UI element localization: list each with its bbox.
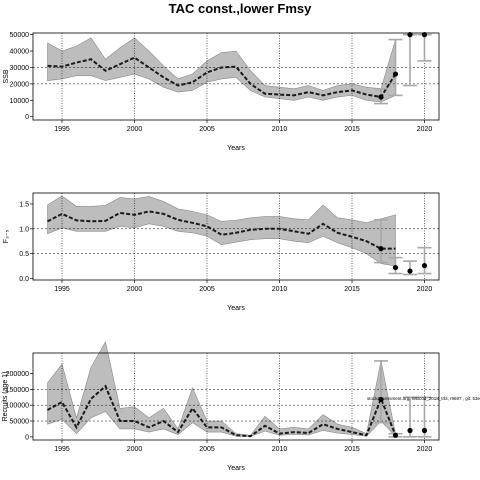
projection-point xyxy=(392,71,399,77)
chart-panel-2: 1995 2000 2005 2010 2015 2020 0.0 0.5 1.0 1.5 Year… xyxy=(3,192,440,312)
y-tick-label: 1.0 xyxy=(19,226,29,233)
chart-panel-1: 1995 2000 2005 2010 2015 2020 0 10000 20000 30000… xyxy=(3,32,440,152)
x-tick-label: 2005 xyxy=(199,286,215,293)
chart-panel-3: 1995 2000 2005 2010 2015 2020 0 50000 100000 1500… xyxy=(2,341,480,472)
x-tick-label: 2020 xyxy=(417,286,433,293)
x-tick-label: 2005 xyxy=(199,126,215,133)
projection-point xyxy=(421,427,428,434)
y-tick-label: 200000 xyxy=(6,371,29,378)
projection-point xyxy=(407,268,413,274)
x-tick-label: 2000 xyxy=(127,446,143,453)
y-tick-label: 1.5 xyxy=(19,201,29,208)
y-tick-label: 30000 xyxy=(10,65,30,72)
projection-point xyxy=(421,262,428,269)
x-tick-label: 2015 xyxy=(344,286,360,293)
x-tick-label: 1995 xyxy=(54,446,70,453)
x-tick-label: 2015 xyxy=(344,126,360,133)
median-line xyxy=(47,384,397,438)
plot-frame xyxy=(32,352,440,441)
median-line xyxy=(47,56,397,99)
x-tick-label: 2015 xyxy=(344,446,360,453)
y-tick-label: 40000 xyxy=(10,49,30,56)
y-tick-label: 150000 xyxy=(6,387,29,394)
y-tick-label: 50000 xyxy=(10,419,30,426)
x-axis-label: Years xyxy=(227,305,245,312)
y-tick-label: 20000 xyxy=(10,81,30,88)
y-tick-label: 0.0 xyxy=(19,276,29,283)
x-axis-label: Years xyxy=(227,465,245,472)
x-tick-label: 2010 xyxy=(272,286,288,293)
x-tick-label: 1995 xyxy=(54,286,70,293)
plot-frame xyxy=(32,192,440,281)
y-tick-label: 0 xyxy=(25,434,29,441)
projection-point xyxy=(378,94,384,100)
confidence-band xyxy=(47,37,396,103)
y-tick-label: 10000 xyxy=(10,98,30,105)
x-tick-label: 2020 xyxy=(417,446,433,453)
x-tick-label: 2010 xyxy=(272,446,288,453)
x-tick-label: 2005 xyxy=(199,446,215,453)
x-tick-label: 1995 xyxy=(54,126,70,133)
projection-point xyxy=(392,264,399,271)
plot-frame xyxy=(32,32,440,121)
projection-point xyxy=(378,396,384,403)
x-tick-label: 2020 xyxy=(417,126,433,133)
figure-title: TAC const.,lower Fmsy xyxy=(168,1,312,16)
y-tick-label: 100000 xyxy=(6,403,29,410)
x-tick-label: 2010 xyxy=(272,126,288,133)
y-axis-label: Recruits (age 1) xyxy=(2,372,9,422)
x-axis-label: Years xyxy=(227,145,245,152)
projection-point xyxy=(392,432,399,438)
y-tick-label: 0.5 xyxy=(19,251,29,258)
x-tick-label: 2000 xyxy=(127,286,143,293)
y-tick-label: 50000 xyxy=(10,32,30,39)
source-annotation: stockassessment.org, WBcod_2018_trbl, r9… xyxy=(367,396,480,401)
confidence-band xyxy=(47,195,396,267)
y-axis-label: SSB xyxy=(3,69,10,83)
y-axis-label: F₃₋₅ xyxy=(3,230,10,244)
median-line xyxy=(47,210,396,250)
x-tick-label: 2000 xyxy=(127,126,143,133)
y-tick-label: 0 xyxy=(25,114,29,121)
projection-point xyxy=(378,246,384,252)
projection-point xyxy=(407,427,413,434)
